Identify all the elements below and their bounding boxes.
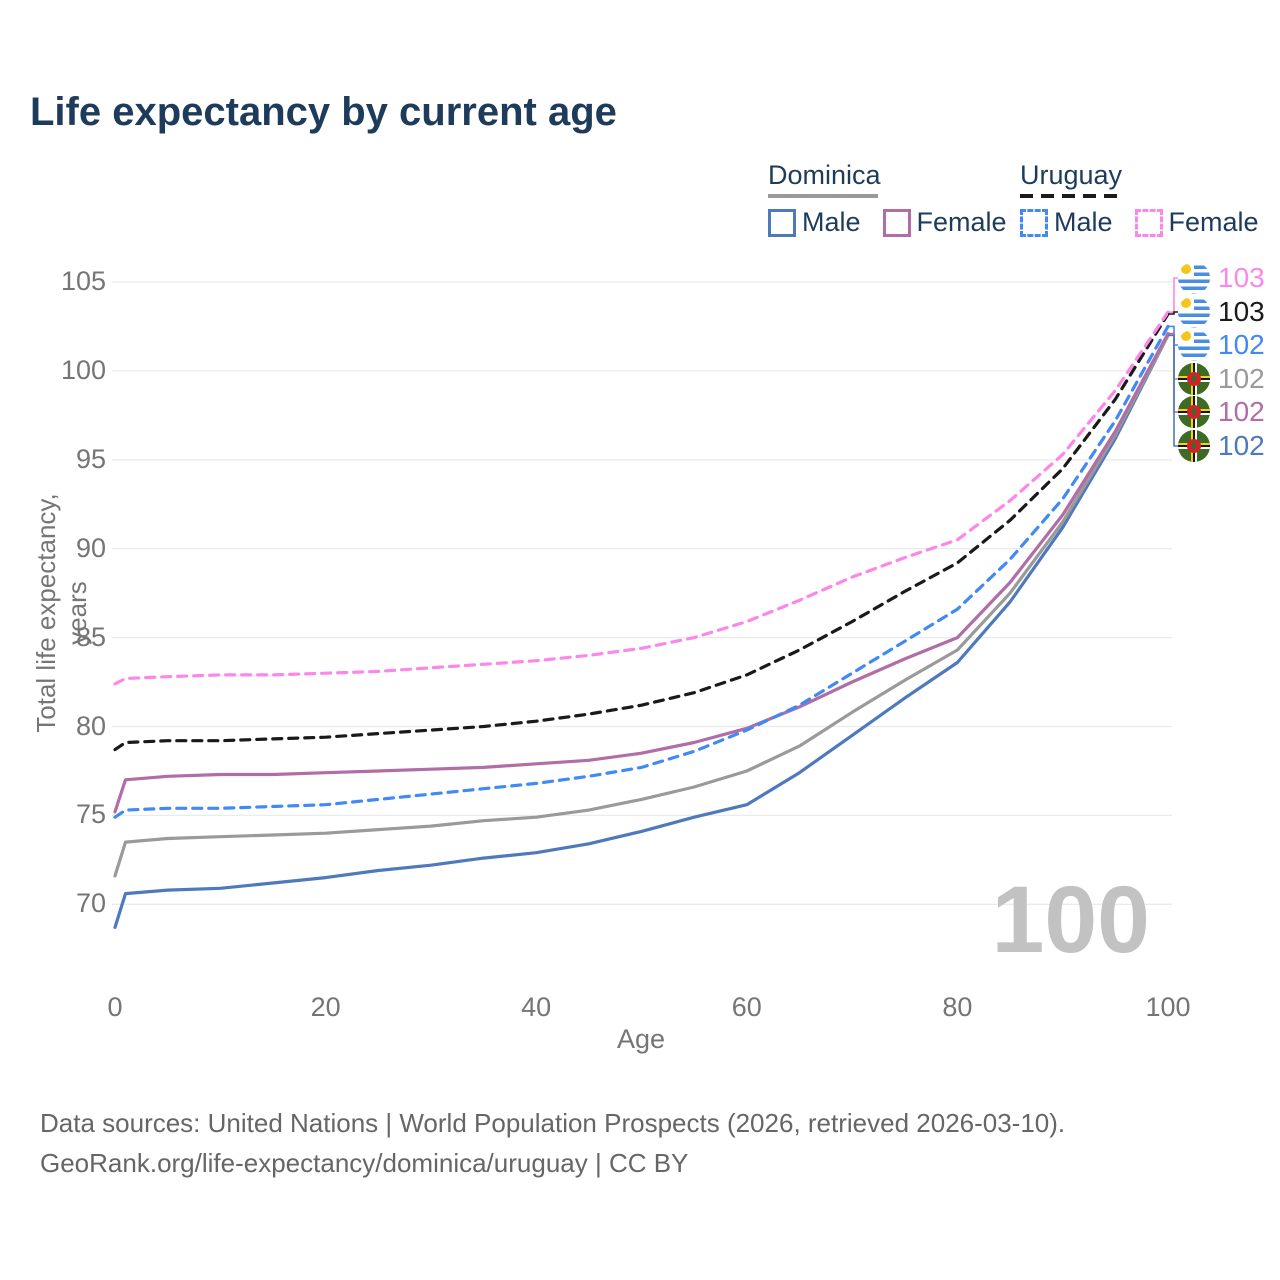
end-label-row-dominica_female: 102 [1178,396,1265,428]
end-label-row-dominica_male: 102 [1178,430,1265,462]
end-label-value-dominica_all: 102 [1218,363,1265,394]
end-label-value-dominica_female: 102 [1218,396,1265,427]
x-tick-label-0: 0 [107,992,123,1022]
legend-underline-dominica [768,194,878,198]
series-line-dominica_male [113,333,1170,930]
y-tick-label-80: 80 [75,710,106,741]
legend-label-dominica-male: Male [802,207,861,237]
end-label-row-uruguay_female: 103 [1178,262,1265,294]
dominica-flag-icon [1178,363,1210,395]
footer-attribution-link[interactable]: GeoRank.org/life-expectancy/dominica/uru… [40,1148,689,1178]
uruguay-flag-icon [1178,296,1210,328]
uruguay-male-swatch-icon [1020,208,1048,237]
x-tick-label-100: 100 [1145,992,1191,1022]
x-tick-label-40: 40 [521,992,552,1022]
end-label-value-dominica_male: 102 [1218,430,1265,461]
legend-item-uruguay-female[interactable]: Female [1134,207,1259,238]
legend-label-uruguay-female: Female [1168,207,1259,237]
x-tick-label-20: 20 [310,992,341,1022]
dominica-flag-icon [1178,396,1210,428]
legend-item-dominica-female[interactable]: Female [882,207,1007,238]
legend-country-uruguay[interactable]: Uruguay [1020,160,1123,190]
chart-title: Life expectancy by current age [30,90,617,134]
leader-line-uruguay_all [1168,311,1180,315]
series-line-uruguay_all [113,312,1170,752]
end-label-value-uruguay_female: 103 [1218,262,1265,293]
end-label-row-dominica_all: 102 [1178,363,1265,395]
dominica-female-swatch-icon [882,208,911,237]
y-tick-label-90: 90 [75,532,106,563]
leader-line-dominica_male [1168,334,1180,447]
y-tick-label-85: 85 [75,621,106,652]
legend-item-dominica-male[interactable]: Male [768,207,861,238]
y-tick-label-95: 95 [75,443,106,474]
dominica-male-swatch-icon [768,208,796,237]
legend-group-uruguay: Uruguay Male Female [1020,160,1259,238]
legend-country-dominica[interactable]: Dominica [768,160,881,190]
end-label-value-uruguay_all: 103 [1218,296,1265,327]
footer-data-sources: Data sources: United Nations | World Pop… [40,1108,1066,1138]
dominica-flag-icon [1178,430,1210,462]
age-watermark: 100 [991,867,1150,973]
series-line-uruguay_female [113,310,1170,686]
series-line-dominica_all [113,333,1170,878]
legend-group-dominica: Dominica Male Female [768,160,1007,238]
end-label-value-uruguay_male: 102 [1218,329,1265,360]
y-tick-label-70: 70 [75,888,106,919]
y-tick-label-105: 105 [60,266,106,296]
series-line-uruguay_male [113,324,1170,819]
legend-underline-uruguay [1020,194,1120,198]
uruguay-flag-icon [1178,262,1210,294]
y-tick-label-100: 100 [60,354,106,385]
leader-line-uruguay_female [1168,277,1180,314]
legend-item-uruguay-male[interactable]: Male [1020,207,1113,238]
legend-label-uruguay-male: Male [1054,207,1113,237]
uruguay-flag-icon [1178,329,1210,361]
series-line-dominica_female [113,332,1170,814]
x-axis-title: Age [616,1024,666,1054]
x-tick-label-80: 80 [942,992,973,1022]
end-label-row-uruguay_all: 103 [1178,296,1265,328]
end-label-row-uruguay_male: 102 [1178,329,1265,361]
uruguay-female-swatch-icon [1134,208,1163,237]
x-tick-label-60: 60 [731,992,762,1022]
legend-label-dominica-female: Female [916,207,1007,237]
y-tick-label-75: 75 [75,799,106,830]
